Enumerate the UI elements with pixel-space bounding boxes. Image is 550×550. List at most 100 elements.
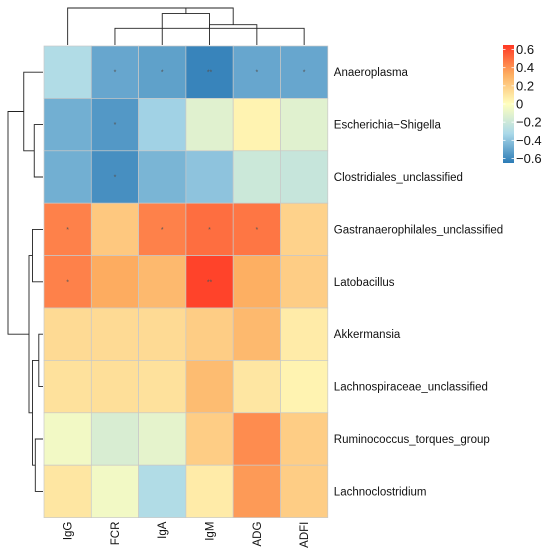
heatmap-cell [138, 360, 187, 414]
column-label: FCR [110, 522, 122, 546]
heatmap-cell [185, 464, 234, 518]
heatmap-cell [43, 307, 92, 361]
row-labels: Anaeroplasma Escherichia−Shigella Clostrid… [334, 67, 503, 498]
row-label: Lachnospiraceae_unclassified [334, 382, 488, 394]
significance-marker: * [161, 70, 164, 77]
column-label: IgG [63, 522, 75, 541]
heatmap-cell [43, 202, 92, 256]
row-label: Gastranaerophilales_unclassified [334, 224, 503, 236]
heatmap-cell [280, 255, 329, 309]
heatmap-cell [185, 45, 234, 99]
heatmap-cell [138, 307, 187, 361]
heatmap-cell [138, 150, 187, 204]
significance-marker: * [208, 227, 211, 234]
legend-tick-label: 0.2 [516, 78, 534, 93]
heatmap-cell [43, 98, 92, 152]
dendrogram-branch [209, 24, 258, 45]
row-dendrogram [7, 71, 43, 492]
heatmap-cell [185, 150, 234, 204]
heatmap-cell [232, 412, 281, 466]
heatmap-cell [232, 464, 281, 518]
legend-color-bar [503, 45, 514, 163]
significance-marker: * [114, 122, 117, 129]
significance-marker: * [255, 227, 258, 234]
heatmap-cell [280, 464, 329, 518]
row-label: Escherichia−Shigella [334, 120, 442, 132]
dendrogram-branch [28, 255, 33, 414]
heatmap-cell [138, 464, 187, 518]
row-label: Latobacillus [334, 277, 395, 289]
dendrogram-branch [32, 228, 43, 283]
significance-marker: * [114, 175, 117, 182]
significance-marker: * [66, 227, 69, 234]
legend-ticks: 0.6 0.4 0.2 0 −0.2 −0.4 −0.6 [503, 42, 542, 166]
heatmap-cell [280, 307, 329, 361]
significance-marker: * [161, 227, 164, 234]
dendrogram-branch [38, 333, 43, 388]
heatmap-cell [185, 202, 234, 256]
heatmap-cell [43, 150, 92, 204]
dendrogram-branch [23, 71, 43, 152]
significance-marker: ** [207, 279, 213, 286]
heatmap-cell [232, 98, 281, 152]
heatmap-cell [280, 150, 329, 204]
heatmap-cell [185, 360, 234, 414]
row-label: Anaeroplasma [334, 67, 409, 79]
legend-tick-label: −0.6 [516, 151, 542, 166]
heatmap-cell [280, 360, 329, 414]
heatmap-cell [232, 255, 281, 309]
heatmap-cell [280, 98, 329, 152]
column-labels: IgG FCR IgA IgM ADG ADFI [63, 521, 311, 548]
significance-marker: * [255, 70, 258, 77]
heatmap-cell [90, 150, 139, 204]
heatmap-cell [90, 307, 139, 361]
dendrogram-branch [7, 111, 29, 335]
legend-tick-label: −0.2 [516, 115, 542, 130]
heatmap-cell [90, 360, 139, 414]
significance-marker: * [66, 279, 69, 286]
heatmap-cell [138, 98, 187, 152]
heatmap-cell [232, 150, 281, 204]
heatmap-cell [185, 255, 234, 309]
heatmap-cells: * * ** * **** * * ** ** [43, 45, 329, 518]
row-label: Akkermansia [334, 329, 401, 341]
heatmap-cell [43, 255, 92, 309]
column-label: ADFI [299, 522, 311, 548]
dendrogram-branch [33, 124, 43, 178]
heatmap-cell [232, 360, 281, 414]
heatmap-cell [43, 464, 92, 518]
column-label: ADG [252, 522, 264, 547]
dendrogram-branch [161, 13, 210, 45]
significance-marker: * [114, 70, 117, 77]
dendrogram-branch [34, 438, 43, 492]
column-label: IgA [157, 521, 169, 539]
heatmap-cell [232, 307, 281, 361]
heatmap-cell [90, 464, 139, 518]
heatmap-cell [138, 412, 187, 466]
heatmap-cell [138, 45, 187, 99]
legend-tick-label: 0.6 [516, 42, 534, 57]
significance-marker: ** [207, 70, 213, 77]
heatmap-cell [43, 45, 92, 99]
heatmap-cell [138, 202, 187, 256]
heatmap-cell [43, 360, 92, 414]
heatmap-cell [185, 412, 234, 466]
color-legend: 0.6 0.4 0.2 0 −0.2 −0.4 −0.6 [503, 42, 542, 166]
heatmap-cell [90, 45, 139, 99]
significance-marker: * [303, 70, 306, 77]
row-label: Ruminococcus_torques_group [334, 434, 490, 446]
row-label: Clostridiales_unclassified [334, 172, 463, 184]
heatmap-cell [138, 255, 187, 309]
row-label: Lachnoclostridium [334, 486, 427, 498]
column-label: IgM [205, 522, 217, 541]
heatmap-cell [90, 255, 139, 309]
legend-tick-label: −0.4 [516, 133, 542, 148]
heatmap-cell [90, 202, 139, 256]
legend-tick-label: 0 [516, 97, 523, 112]
legend-tick-label: 0.4 [516, 60, 534, 75]
heatmap-cell [185, 307, 234, 361]
dendrogram-branch [126, 7, 234, 25]
heatmap-cell [90, 412, 139, 466]
column-dendrogram [67, 7, 305, 45]
heatmap-cell [280, 412, 329, 466]
